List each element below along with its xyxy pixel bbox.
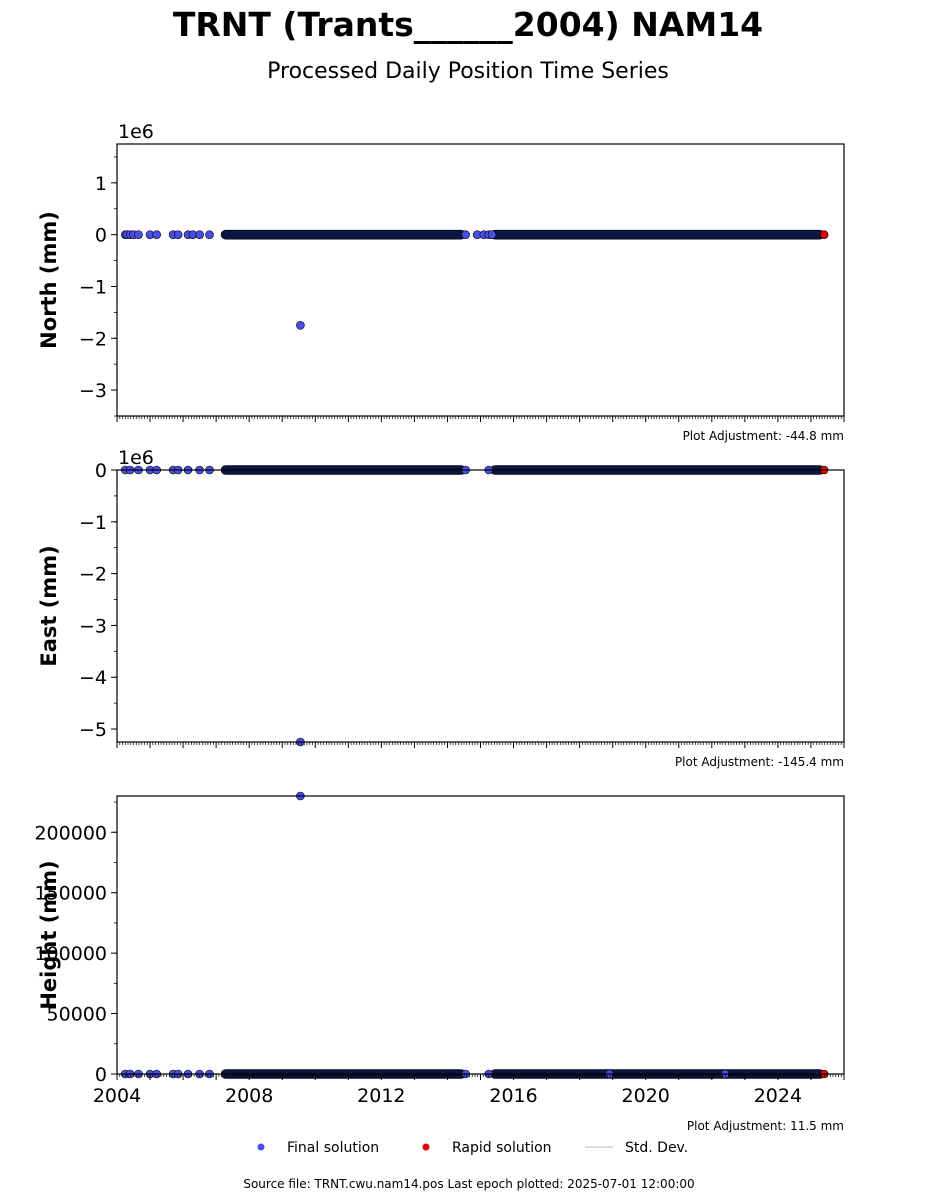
y-tick-label: 0 (95, 1064, 107, 1086)
y-tick-label: 1 (95, 173, 107, 195)
x-tick-label: 2024 (754, 1085, 802, 1107)
panel-data (120, 791, 829, 1079)
y-tick-label: −3 (79, 380, 107, 402)
y-tick-label: 200000 (34, 822, 107, 844)
legend-stddev-label: Std. Dev. (625, 1140, 688, 1156)
x-tick-label: 2004 (93, 1085, 141, 1107)
x-tick-label: 2008 (225, 1085, 273, 1107)
plot-adjustment-note: Plot Adjustment: -145.4 mm (675, 755, 844, 769)
y-tick-label: 150000 (34, 883, 107, 905)
panel-1: 1 0 −1 −2 −3 North (mm) 1e6 Plot Adjustment: -4… (37, 121, 845, 443)
legend: Final solution Rapid solution Std. Dev. (257, 1140, 688, 1156)
chart-subtitle: Processed Daily Position Time Series (267, 59, 669, 84)
y-tick-label: −2 (79, 564, 107, 586)
legend-final-label: Final solution (287, 1140, 379, 1156)
dense-position-band (220, 229, 466, 240)
final-solution-point (195, 230, 204, 239)
y-tick-label: −2 (79, 328, 107, 350)
plot-adjustment-note: Plot Adjustment: -44.8 mm (683, 429, 844, 443)
panel-data (120, 229, 829, 330)
y-axis-label: Height (mm) (37, 860, 61, 1009)
y-tick-label: 0 (95, 460, 107, 482)
y-axis-label: North (mm) (37, 211, 61, 349)
source-footnote: Source file: TRNT.cwu.nam14.pos Last epo… (243, 1177, 694, 1191)
y-tick-label: −1 (79, 276, 107, 298)
x-tick-label: 2016 (489, 1085, 537, 1107)
rapid-solution-point (819, 230, 829, 239)
legend-rapid-label: Rapid solution (452, 1140, 552, 1156)
dense-position-band (490, 229, 825, 240)
final-solution-point (205, 230, 214, 239)
x-tick-label: 2012 (357, 1085, 405, 1107)
x-tick-label: 2020 (622, 1085, 670, 1107)
y-tick-label: −4 (79, 667, 107, 689)
panels-group: 1 0 −1 −2 −3 North (mm) 1e6 Plot Adjustment: -4… (34, 121, 845, 1133)
y-tick-label: −1 (79, 512, 107, 534)
axis-offset-label: 1e6 (118, 121, 154, 143)
panel-frame (116, 143, 845, 417)
final-solution-point (461, 230, 470, 239)
y-tick-label: 100000 (34, 943, 107, 965)
legend-final-marker (257, 1143, 265, 1151)
final-solution-point (173, 230, 183, 239)
final-solution-point (296, 321, 305, 330)
final-solution-point (134, 230, 143, 239)
legend-rapid-marker (422, 1143, 430, 1151)
final-solution-point (487, 230, 497, 239)
panel-3: 0 50000 100000 150000 200000 2004 2008 2012 2016… (34, 791, 845, 1133)
chart-title: TRNT (Trants______2004) NAM14 (173, 5, 763, 44)
final-solution-point (152, 230, 161, 239)
panel-frame (116, 469, 845, 743)
axis-offset-label: 1e6 (118, 447, 154, 469)
panel-frame (116, 795, 845, 1075)
y-tick-label: 0 (95, 225, 107, 247)
y-axis-label: East (mm) (37, 545, 61, 666)
panel-2: 0 −1 −2 −3 −4 −5 East (mm) 1e6 Plot Adjustment: … (37, 447, 845, 769)
panel-data (120, 465, 829, 747)
y-tick-label: 50000 (47, 1004, 107, 1026)
y-tick-label: −5 (79, 719, 107, 741)
y-tick-label: −3 (79, 615, 107, 637)
plot-adjustment-note: Plot Adjustment: 11.5 mm (687, 1119, 844, 1133)
